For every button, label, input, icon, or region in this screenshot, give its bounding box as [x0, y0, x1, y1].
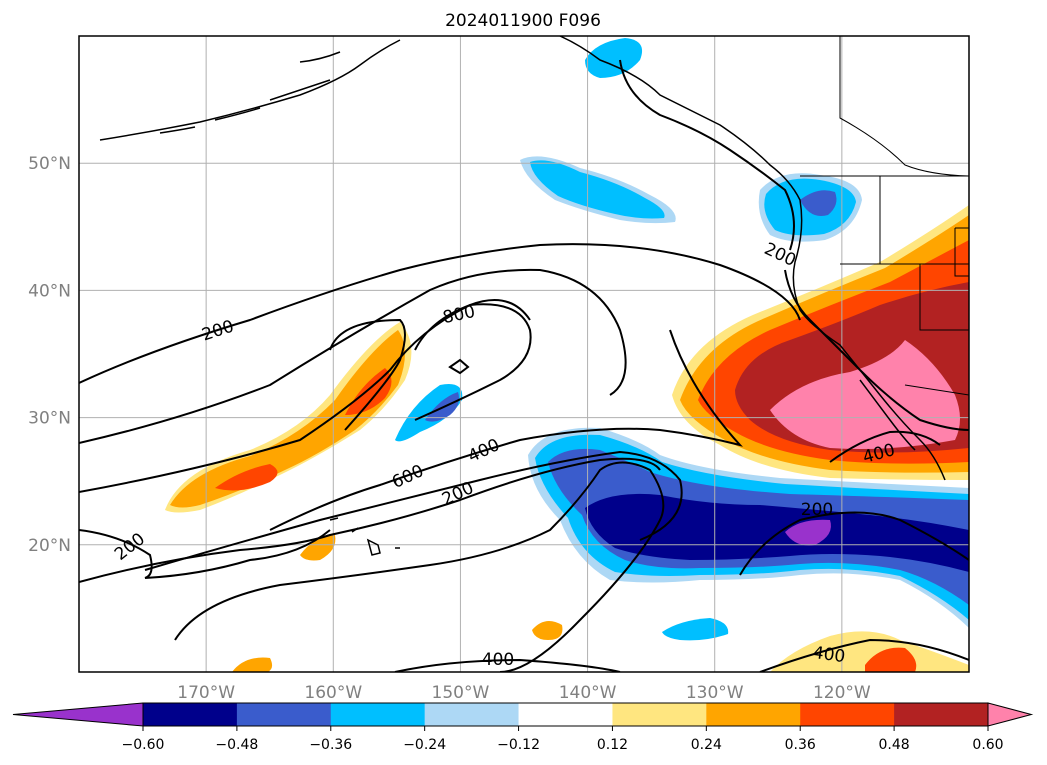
contour-loop-south — [174, 461, 665, 672]
colorbar-extend-min — [12, 702, 144, 727]
contour-label: 400 — [482, 650, 514, 670]
contour-200-south — [79, 457, 661, 583]
positive-anomaly-west-coast-5 — [770, 340, 960, 449]
state-border-4 — [954, 227, 969, 277]
coastline-layer — [99, 36, 946, 556]
lat-tick-label: 20°N — [28, 536, 71, 556]
negative-anomaly-south — [662, 618, 729, 641]
negative-anomaly-northeast-2 — [530, 160, 665, 219]
positive-anomaly-small-2 — [532, 621, 563, 640]
gridlines — [79, 36, 969, 672]
contour-800 — [414, 303, 532, 421]
contour-150W-200 — [79, 529, 331, 579]
positive-anomaly-south — [770, 631, 969, 672]
contour-label: 200 — [801, 500, 833, 520]
contour-800-left — [329, 318, 406, 431]
contour-400-se — [829, 430, 941, 463]
colorbar-tick-label: 0.12 — [597, 737, 628, 753]
colorbar-tick-label: 0.60 — [972, 737, 1003, 753]
contour-400-south — [394, 658, 621, 672]
contour-label: 400 — [812, 643, 847, 667]
positive-anomaly-south-2 — [865, 647, 917, 672]
longitude-tick-labels: 170°W 160°W 150°W 140°W 130°W 120°W — [177, 683, 871, 703]
colorbar-tick-label: 0.24 — [691, 737, 722, 753]
lat-tick-label: 50°N — [28, 154, 71, 174]
colorbar-tick-label: −0.60 — [122, 737, 165, 753]
state-border-3 — [919, 264, 969, 331]
colorbar-segment — [894, 703, 989, 726]
colorbar-segment — [143, 703, 238, 726]
positive-anomaly-small-1 — [300, 535, 336, 561]
alaska-islands — [159, 51, 341, 134]
colorbar-tick-label: −0.36 — [309, 737, 352, 753]
colorbar-frame — [142, 702, 989, 727]
contour-200-inner — [79, 268, 627, 444]
colorbar-segment — [706, 703, 801, 726]
colorbar-tick-label: −0.48 — [215, 737, 258, 753]
contour-200-east — [739, 511, 969, 576]
negative-anomaly-central — [395, 384, 463, 442]
negative-anomaly-subtropical-5 — [785, 519, 831, 546]
colorbar-segment — [236, 703, 332, 726]
negative-anomaly-alaska — [585, 38, 643, 78]
lon-tick-label: 140°W — [559, 683, 617, 703]
lon-tick-label: 160°W — [304, 683, 362, 703]
contour-400-east — [759, 638, 969, 672]
mexico-border — [904, 384, 969, 396]
map-title: 2024011900 F096 — [445, 11, 601, 31]
colorbar-segment — [800, 703, 895, 726]
baja — [859, 379, 916, 451]
contour-layer — [79, 59, 969, 672]
colorbar-extend-max — [987, 702, 1034, 727]
positive-anomaly-south-west — [232, 657, 273, 672]
contour-600 — [269, 329, 743, 531]
map-frame — [78, 35, 970, 673]
alaska-canada-border — [839, 36, 969, 177]
lon-tick-label: 170°W — [177, 683, 235, 703]
latitude-tick-labels: 20°N 30°N 40°N 50°N — [28, 154, 71, 556]
contour-coast-north — [619, 59, 795, 251]
colorbar-segment — [330, 703, 426, 726]
colorbar-segment — [612, 703, 707, 726]
colorbar-tick-label: −0.12 — [497, 737, 540, 753]
contour-400-a — [79, 299, 531, 493]
contour-diamond — [448, 358, 470, 375]
lat-tick-label: 30°N — [28, 409, 71, 429]
lon-tick-label: 130°W — [686, 683, 744, 703]
colorbar-segment — [518, 703, 613, 726]
hawaii — [329, 517, 400, 556]
negative-anomaly-bc-3 — [800, 190, 837, 216]
contour-200-outer — [79, 243, 801, 384]
border-layer — [800, 36, 969, 396]
lon-tick-label: 150°W — [432, 683, 490, 703]
alaska-coast — [99, 36, 946, 481]
positive-anomaly-central-pacific-3 — [215, 464, 278, 491]
colorbar: −0.60 −0.48 −0.36 −0.24 −0.12 0.12 0.24 0.36 0.4… — [12, 702, 1034, 753]
contour-400-b — [144, 450, 683, 571]
positive-anomaly-central-pacific-2 — [170, 330, 405, 508]
colorbar-segment — [424, 703, 520, 726]
lat-tick-label: 40°N — [28, 281, 71, 301]
colorbar-tick-label: −0.24 — [403, 737, 446, 753]
lon-tick-label: 120°W — [813, 683, 871, 703]
colorbar-tick-label: 0.48 — [879, 737, 910, 753]
colorbar-tick-label: 0.36 — [785, 737, 816, 753]
